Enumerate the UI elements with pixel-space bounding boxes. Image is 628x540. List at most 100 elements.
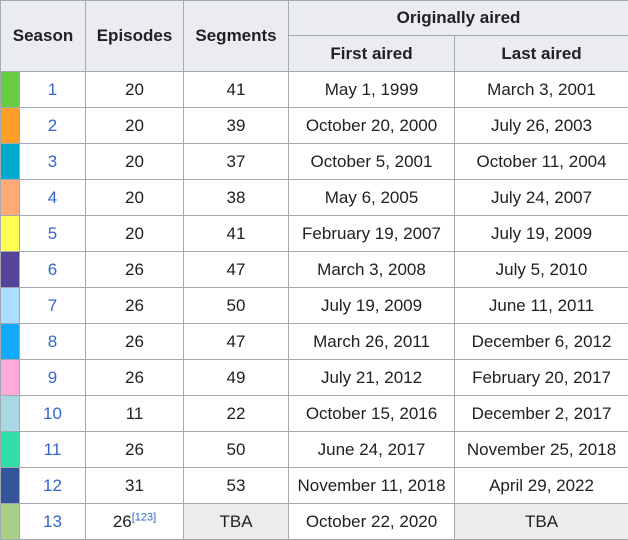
episodes-cell: 20 — [86, 108, 184, 144]
first-aired-cell: July 19, 2009 — [289, 288, 455, 324]
season-link[interactable]: 10 — [43, 404, 62, 423]
season-cell: 7 — [20, 288, 86, 324]
episodes-cell: 11 — [86, 396, 184, 432]
season-cell: 10 — [20, 396, 86, 432]
header-episodes: Episodes — [86, 1, 184, 72]
season-link[interactable]: 12 — [43, 476, 62, 495]
episodes-cell: 26 — [86, 324, 184, 360]
season-link[interactable]: 9 — [48, 368, 57, 387]
episodes-value: 20 — [125, 116, 144, 135]
reference-link[interactable]: [123] — [132, 511, 156, 523]
last-aired-cell: December 2, 2017 — [455, 396, 628, 432]
header-segments: Segments — [184, 1, 289, 72]
season-link[interactable]: 5 — [48, 224, 57, 243]
season-link[interactable]: 2 — [48, 116, 57, 135]
last-aired-cell: March 3, 2001 — [455, 72, 628, 108]
season-color-swatch — [1, 216, 20, 252]
last-aired-cell: July 19, 2009 — [455, 216, 628, 252]
season-color-swatch — [1, 396, 20, 432]
episodes-cell: 26 — [86, 252, 184, 288]
first-aired-cell: March 26, 2011 — [289, 324, 455, 360]
season-cell: 3 — [20, 144, 86, 180]
first-aired-cell: February 19, 2007 — [289, 216, 455, 252]
season-link[interactable]: 13 — [43, 512, 62, 531]
episodes-cell: 31 — [86, 468, 184, 504]
episodes-value: 26 — [125, 332, 144, 351]
season-color-swatch — [1, 288, 20, 324]
episodes-cell: 26 — [86, 288, 184, 324]
last-aired-cell: July 5, 2010 — [455, 252, 628, 288]
season-link[interactable]: 11 — [44, 440, 62, 459]
season-color-swatch — [1, 324, 20, 360]
header-first-aired: First aired — [289, 36, 455, 72]
segments-cell: 47 — [184, 252, 289, 288]
first-aired-cell: May 6, 2005 — [289, 180, 455, 216]
season-cell: 5 — [20, 216, 86, 252]
season-color-swatch — [1, 360, 20, 396]
episodes-value: 20 — [125, 188, 144, 207]
episodes-value: 20 — [125, 152, 144, 171]
season-cell: 9 — [20, 360, 86, 396]
segments-cell: 47 — [184, 324, 289, 360]
season-link[interactable]: 6 — [48, 260, 57, 279]
season-color-swatch — [1, 72, 20, 108]
header-season: Season — [1, 1, 86, 72]
season-color-swatch — [1, 468, 20, 504]
episodes-value: 20 — [125, 224, 144, 243]
season-cell: 12 — [20, 468, 86, 504]
season-color-swatch — [1, 252, 20, 288]
season-link[interactable]: 3 — [48, 152, 57, 171]
season-link[interactable]: 1 — [48, 80, 57, 99]
last-aired-cell: April 29, 2022 — [455, 468, 628, 504]
segments-cell: 49 — [184, 360, 289, 396]
segments-cell: 50 — [184, 288, 289, 324]
episodes-cell: 20 — [86, 144, 184, 180]
season-cell: 11 — [20, 432, 86, 468]
season-color-swatch — [1, 144, 20, 180]
header-originally-aired: Originally aired — [289, 1, 628, 36]
segments-cell: 37 — [184, 144, 289, 180]
season-link[interactable]: 7 — [48, 296, 57, 315]
first-aired-cell: March 3, 2008 — [289, 252, 455, 288]
first-aired-cell: October 20, 2000 — [289, 108, 455, 144]
episodes-value: 26 — [125, 260, 144, 279]
last-aired-cell: October 11, 2004 — [455, 144, 628, 180]
last-aired-cell: June 11, 2011 — [455, 288, 628, 324]
season-cell: 13 — [20, 504, 86, 540]
first-aired-cell: June 24, 2017 — [289, 432, 455, 468]
season-color-swatch — [1, 108, 20, 144]
season-cell: 6 — [20, 252, 86, 288]
last-aired-cell: February 20, 2017 — [455, 360, 628, 396]
first-aired-cell: November 11, 2018 — [289, 468, 455, 504]
last-aired-cell: July 26, 2003 — [455, 108, 628, 144]
season-color-swatch — [1, 504, 20, 540]
season-color-swatch — [1, 432, 20, 468]
episodes-value: 26 — [113, 512, 132, 531]
segments-cell: 53 — [184, 468, 289, 504]
season-cell: 8 — [20, 324, 86, 360]
segments-cell: 39 — [184, 108, 289, 144]
episodes-cell: 20 — [86, 216, 184, 252]
header-last-aired: Last aired — [455, 36, 628, 72]
segments-cell: 22 — [184, 396, 289, 432]
episodes-value: 26 — [125, 440, 144, 459]
segments-cell: 41 — [184, 216, 289, 252]
episodes-cell: 26 — [86, 360, 184, 396]
season-cell: 4 — [20, 180, 86, 216]
last-aired-cell: July 24, 2007 — [455, 180, 628, 216]
episodes-cell: 20 — [86, 72, 184, 108]
episodes-value: 20 — [125, 80, 144, 99]
season-link[interactable]: 8 — [48, 332, 57, 351]
segments-cell: 50 — [184, 432, 289, 468]
episodes-value: 26 — [125, 296, 144, 315]
season-link[interactable]: 4 — [48, 188, 57, 207]
episodes-cell: 26 — [86, 432, 184, 468]
